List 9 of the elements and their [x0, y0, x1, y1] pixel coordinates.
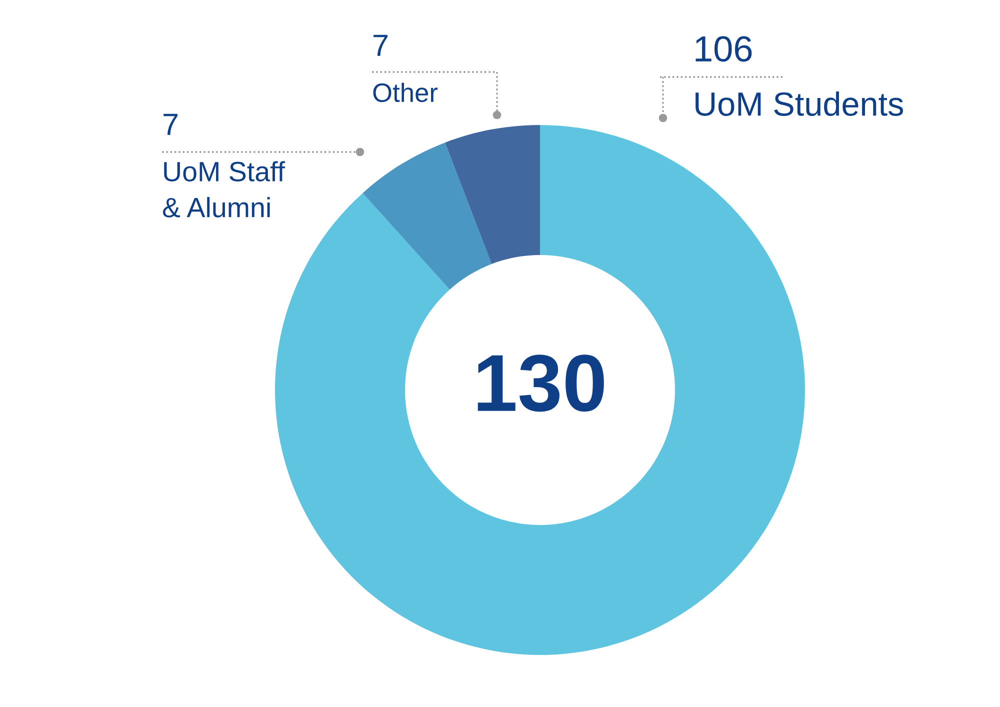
data-label: 7: [374, 34, 388, 56]
slice-label: Other: [373, 82, 438, 102]
text: 130: [478, 354, 604, 412]
donut-slice: [445, 125, 540, 264]
data-label: 106: [696, 36, 752, 62]
data-label: 7: [164, 114, 178, 135]
slice-label: UoM Students: [696, 91, 904, 116]
slice-label: UoM Staff & Alumni: [162, 161, 286, 218]
donut-slice: [362, 142, 492, 290]
